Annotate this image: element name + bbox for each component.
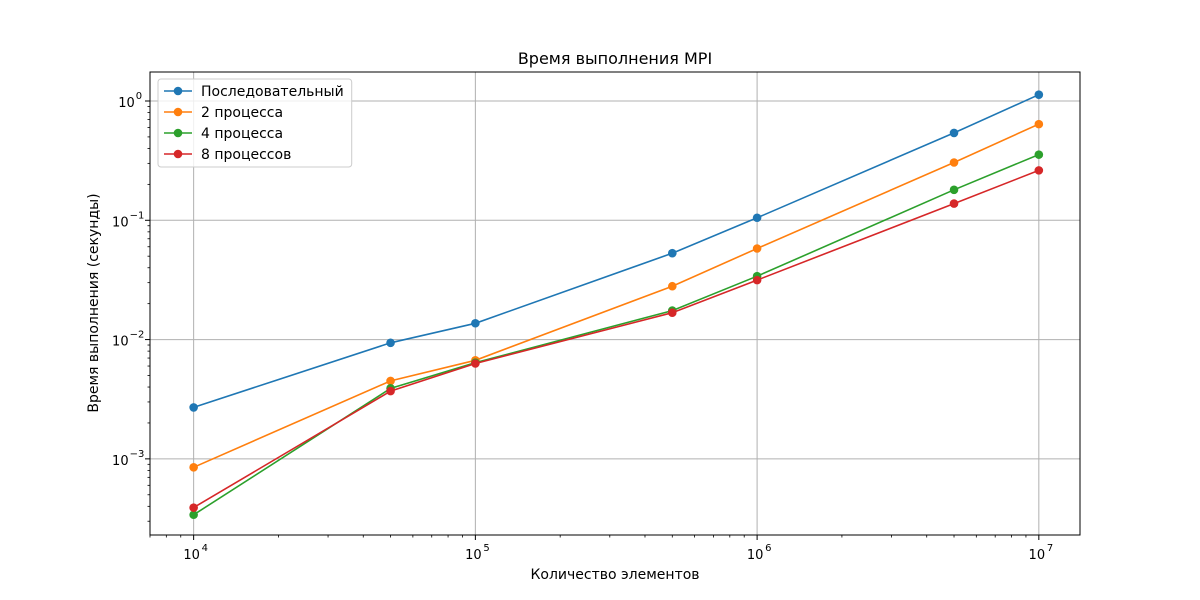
data-point: [386, 338, 395, 347]
data-point: [668, 308, 677, 317]
data-point: [668, 282, 677, 291]
data-point: [950, 186, 959, 195]
y-tick-exponent: −1: [130, 210, 145, 221]
data-point: [950, 199, 959, 208]
data-point: [753, 276, 762, 285]
x-axis-label: Количество элементов: [530, 567, 699, 583]
x-tick-base: 10: [183, 548, 200, 563]
chart-title: Время выполнения MPI: [518, 49, 712, 68]
y-tick-base: 10: [112, 335, 129, 350]
legend-swatch-marker: [174, 129, 183, 138]
data-point: [950, 158, 959, 167]
data-point: [386, 377, 395, 386]
data-point: [189, 503, 198, 512]
data-point: [1035, 120, 1044, 129]
legend-swatch-marker: [174, 150, 183, 159]
x-tick-base: 10: [1029, 548, 1046, 563]
data-point: [753, 213, 762, 222]
x-tick-exponent: 6: [765, 543, 771, 554]
data-point: [471, 319, 480, 328]
x-tick-exponent: 4: [202, 543, 208, 554]
legend-label: 8 процессов: [201, 147, 291, 163]
y-tick-base: 10: [118, 96, 135, 111]
y-tick-base: 10: [112, 454, 129, 469]
legend-swatch-marker: [174, 87, 183, 96]
data-point: [1035, 90, 1044, 99]
x-tick-exponent: 7: [1047, 543, 1053, 554]
x-tick-base: 10: [465, 548, 482, 563]
y-tick-exponent: −3: [130, 449, 145, 460]
legend-label: 2 процесса: [201, 105, 283, 121]
legend-label: 4 процесса: [201, 126, 283, 142]
y-tick-exponent: 0: [136, 91, 142, 102]
y-tick-base: 10: [112, 215, 129, 230]
data-point: [1035, 150, 1044, 159]
data-point: [668, 249, 677, 258]
legend-swatch-marker: [174, 108, 183, 117]
y-axis-label: Время выполнения (секунды): [86, 193, 102, 412]
legend-label: Последовательный: [201, 84, 344, 100]
data-point: [471, 359, 480, 368]
data-point: [950, 129, 959, 138]
data-point: [189, 463, 198, 472]
y-tick-exponent: −2: [130, 330, 145, 341]
data-point: [753, 244, 762, 253]
data-point: [189, 403, 198, 412]
data-point: [386, 387, 395, 396]
x-tick-base: 10: [747, 548, 764, 563]
legend: Последовательный 2 процесса 4 процесса 8 пр…: [158, 79, 352, 167]
x-tick-exponent: 5: [483, 543, 489, 554]
data-point: [1035, 166, 1044, 175]
